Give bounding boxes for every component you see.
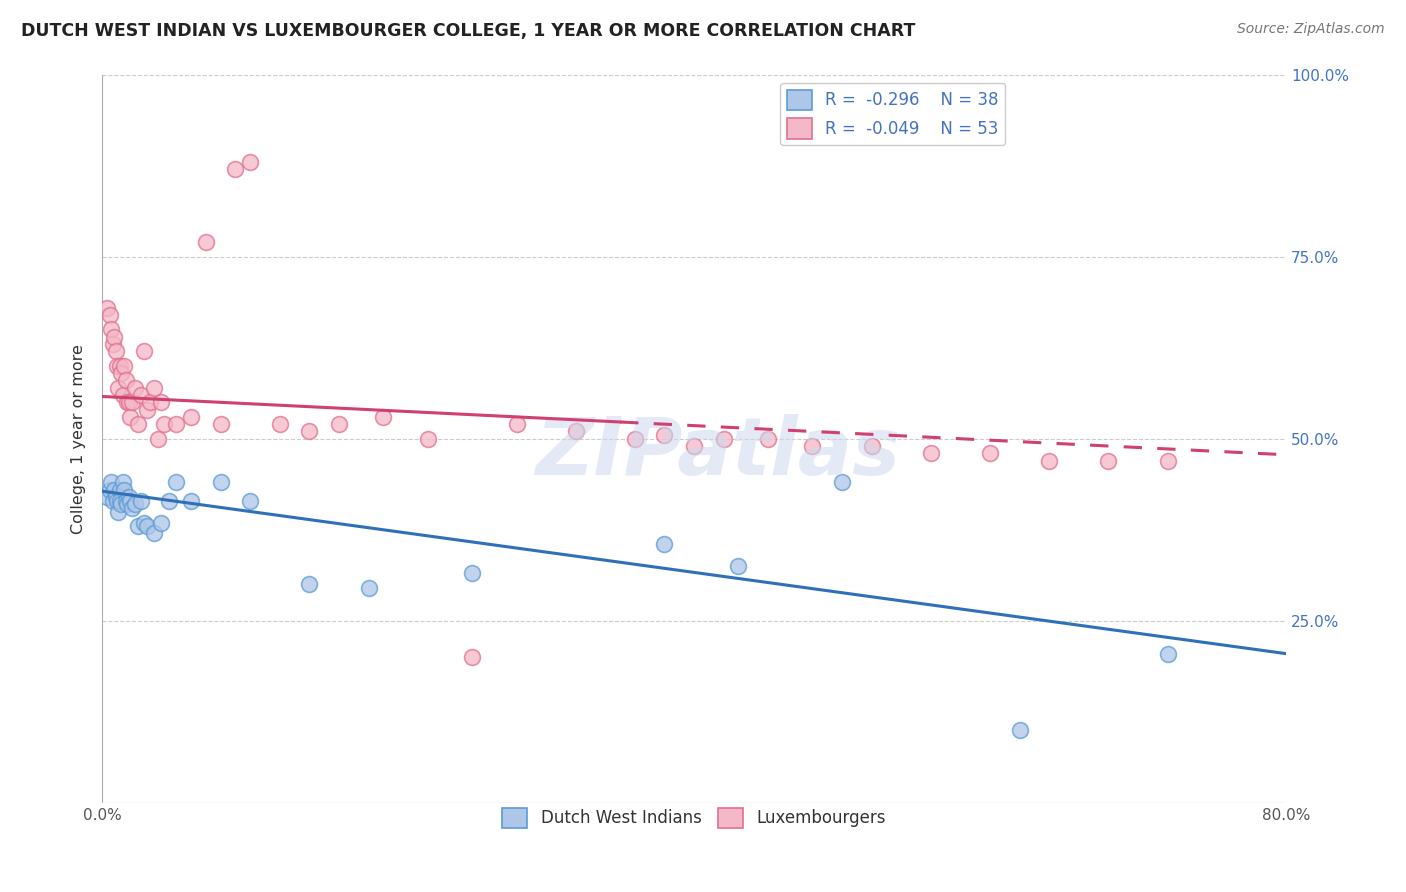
Point [111, 388, 134, 402]
Point [727, 559, 749, 574]
Point [124, 497, 146, 511]
Point [224, 162, 246, 177]
Point [127, 519, 149, 533]
Point [96, 490, 118, 504]
Point [1156, 453, 1178, 467]
Point [979, 446, 1001, 460]
Point [461, 566, 484, 581]
Point [96, 301, 118, 315]
Point [1097, 453, 1119, 467]
Point [121, 395, 143, 409]
Point [111, 475, 134, 490]
Point [165, 475, 187, 490]
Point [127, 417, 149, 432]
Point [117, 395, 139, 409]
Point [239, 155, 262, 169]
Point [108, 483, 131, 497]
Point [564, 425, 586, 439]
Text: Source: ZipAtlas.com: Source: ZipAtlas.com [1237, 22, 1385, 37]
Point [101, 337, 124, 351]
Text: ZIPatlas: ZIPatlas [536, 414, 900, 492]
Point [135, 402, 157, 417]
Point [124, 381, 146, 395]
Point [180, 493, 202, 508]
Point [920, 446, 942, 460]
Point [132, 516, 155, 530]
Point [416, 432, 439, 446]
Point [801, 439, 824, 453]
Point [165, 417, 187, 432]
Point [357, 581, 380, 595]
Point [298, 577, 321, 591]
Point [117, 497, 139, 511]
Point [118, 395, 141, 409]
Point [269, 417, 291, 432]
Point [120, 493, 142, 508]
Point [831, 475, 853, 490]
Point [120, 409, 142, 424]
Point [239, 493, 262, 508]
Point [104, 344, 127, 359]
Point [105, 359, 128, 373]
Point [98, 308, 121, 322]
Point [148, 432, 170, 446]
Point [157, 493, 180, 508]
Point [654, 537, 676, 551]
Point [1008, 723, 1031, 738]
Point [129, 493, 152, 508]
Point [100, 475, 122, 490]
Point [373, 409, 395, 424]
Point [132, 344, 155, 359]
Point [105, 493, 128, 508]
Point [103, 483, 125, 497]
Point [624, 432, 647, 446]
Y-axis label: College, 1 year or more: College, 1 year or more [72, 343, 86, 533]
Point [298, 425, 321, 439]
Point [108, 359, 131, 373]
Point [118, 490, 141, 504]
Point [150, 516, 173, 530]
Point [110, 497, 132, 511]
Point [101, 493, 124, 508]
Point [129, 388, 152, 402]
Point [860, 439, 883, 453]
Point [115, 374, 138, 388]
Point [115, 493, 138, 508]
Point [107, 381, 129, 395]
Point [135, 519, 157, 533]
Point [209, 417, 232, 432]
Point [143, 381, 166, 395]
Point [194, 235, 217, 249]
Point [143, 526, 166, 541]
Point [108, 493, 131, 508]
Point [654, 428, 676, 442]
Point [683, 439, 706, 453]
Point [121, 500, 143, 515]
Point [328, 417, 350, 432]
Point [112, 359, 135, 373]
Point [112, 483, 135, 497]
Point [138, 395, 160, 409]
Point [1038, 453, 1060, 467]
Point [107, 505, 129, 519]
Point [150, 395, 173, 409]
Point [209, 475, 232, 490]
Point [103, 330, 125, 344]
Text: DUTCH WEST INDIAN VS LUXEMBOURGER COLLEGE, 1 YEAR OR MORE CORRELATION CHART: DUTCH WEST INDIAN VS LUXEMBOURGER COLLEG… [21, 22, 915, 40]
Point [104, 490, 127, 504]
Point [98, 483, 121, 497]
Point [153, 417, 176, 432]
Point [461, 650, 484, 665]
Legend: Dutch West Indians, Luxembourgers: Dutch West Indians, Luxembourgers [495, 801, 893, 835]
Point [1156, 647, 1178, 661]
Point [110, 366, 132, 380]
Point [756, 432, 779, 446]
Point [713, 432, 735, 446]
Point [180, 409, 202, 424]
Point [100, 322, 122, 336]
Point [505, 417, 527, 432]
